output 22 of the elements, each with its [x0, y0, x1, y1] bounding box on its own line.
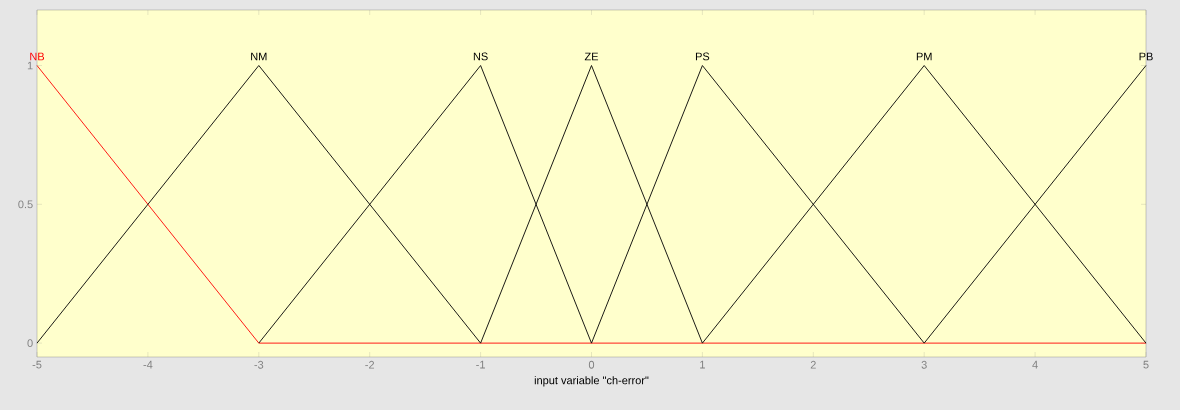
series-label: NB — [30, 52, 45, 61]
series-label: PB — [1139, 52, 1153, 61]
x-tick-label: 3 — [921, 360, 927, 369]
series-label: PM — [916, 52, 932, 61]
y-tick-label: 0.5 — [18, 200, 33, 209]
x-tick-label: 1 — [700, 360, 705, 369]
x-tick-label: -1 — [476, 360, 485, 369]
series-label: NS — [473, 52, 488, 61]
x-tick-label: -4 — [143, 360, 153, 369]
x-tick-label: 0 — [588, 360, 595, 369]
x-tick-label: -2 — [365, 360, 375, 369]
series-label: ZE — [584, 52, 599, 61]
x-tick-label: 4 — [1032, 360, 1038, 369]
series-label: PS — [695, 52, 710, 61]
y-tick-label: 1 — [27, 61, 33, 70]
x-tick-label: -3 — [254, 360, 264, 369]
x-tick-label: 5 — [1143, 360, 1149, 369]
x-tick-label: -5 — [32, 360, 42, 369]
y-tick-label: 0 — [27, 339, 33, 348]
x-tick-label: 2 — [810, 360, 816, 369]
x-axis-title: input variable "ch-error" — [534, 376, 649, 387]
series-label: NM — [251, 52, 267, 61]
